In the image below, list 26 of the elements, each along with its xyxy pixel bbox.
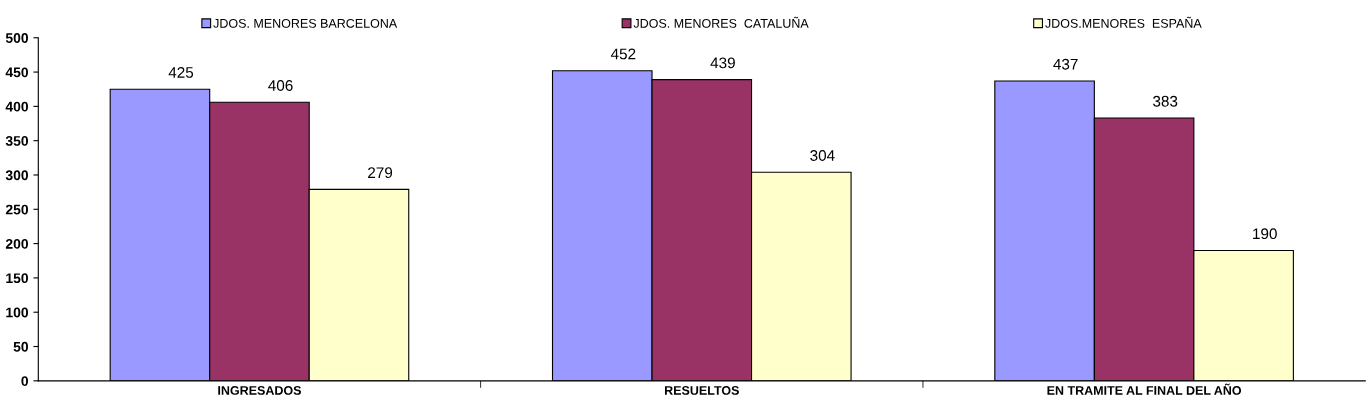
y-tick-label: 0 [21,376,29,386]
y-tick-label: 350 [5,136,29,146]
data-label: 406 [268,80,293,91]
y-tick-label: 200 [5,238,29,249]
x-tick-label: RESUELTOS [664,386,739,395]
data-label: 452 [610,48,636,60]
data-label: 304 [810,150,835,161]
y-tick-label: 300 [5,170,29,181]
y-tick-label: 50 [13,341,29,352]
data-label: 437 [1053,58,1078,70]
y-tick-label: 100 [6,307,29,318]
y-tick-label: 500 [5,33,29,43]
x-tick-label: EN TRAMITE AL FINAL DEL AÑO [1047,383,1242,395]
x-tick-label: INGRESADOS [218,386,301,395]
data-label: 279 [368,167,393,179]
data-label: 383 [1153,95,1178,107]
legend-label: JDOS. MENORES CATALUÑA [633,16,809,28]
legend-label: JDOS. MENORES BARCELONA [213,18,398,28]
y-tick-label: 450 [5,67,29,78]
y-tick-label: 250 [5,204,29,215]
y-tick-label: 400 [5,101,29,112]
data-label: 425 [168,67,194,78]
data-label: 190 [1253,228,1277,240]
legend-label: JDOS.MENORES ESPAÑA [1045,16,1202,28]
y-tick-label: 150 [6,273,29,284]
data-label: 439 [710,57,735,69]
